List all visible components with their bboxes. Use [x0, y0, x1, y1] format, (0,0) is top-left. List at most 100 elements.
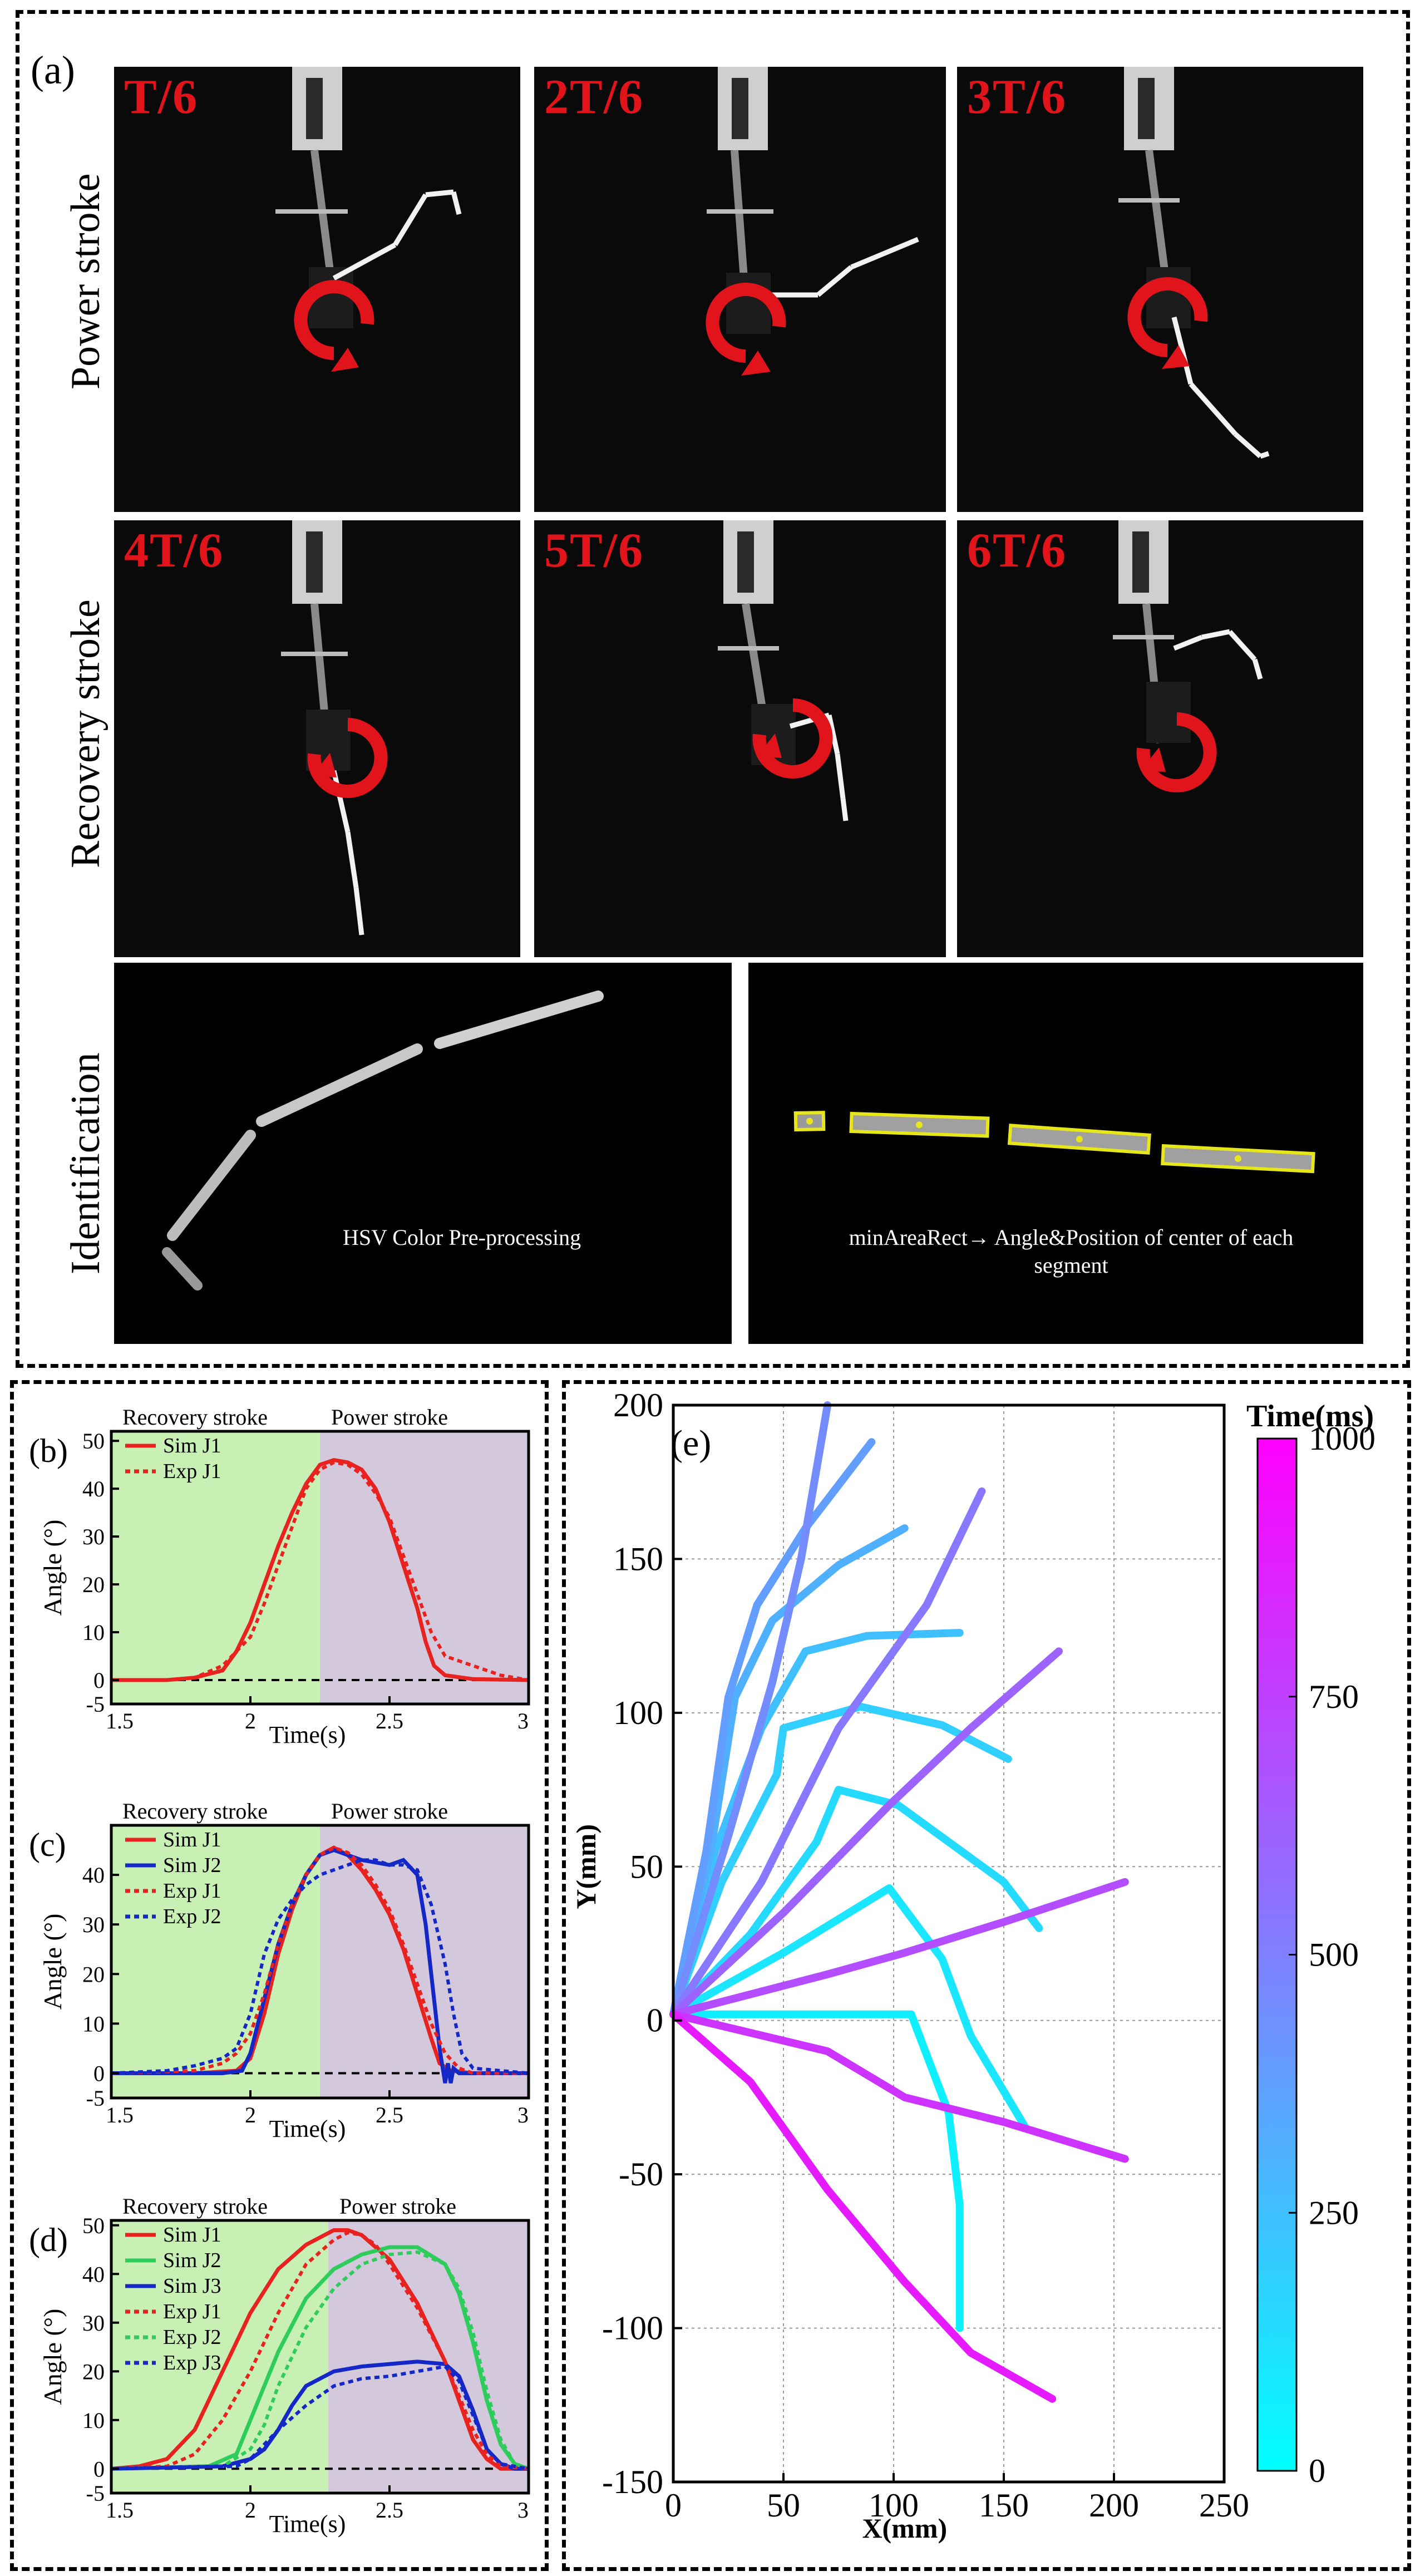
- series-line-exp-j3: [111, 2365, 529, 2471]
- series-line-exp-j2: [111, 1858, 529, 2075]
- x-tick-label: 3: [517, 1708, 529, 1733]
- chart-d-svg: Recovery stroke Power stroke (d) 1.5 2 2.5 3 -5…: [29, 2194, 530, 2538]
- plot-frame: [110, 1824, 530, 2100]
- frame-photo-5: 5T/6: [534, 520, 946, 957]
- frame-photo-5-drawing: [718, 520, 849, 821]
- colorbar-tick-label: 0: [1309, 2452, 1325, 2489]
- y-tick-label: 20: [82, 2359, 105, 2384]
- x-tick-label: 100: [869, 2487, 919, 2524]
- trajectory-line: [669, 1487, 986, 2018]
- y-axis-label: Angle (°): [38, 1520, 67, 1616]
- legend-label: Exp J2: [163, 2326, 221, 2349]
- x-tick-label: 1.5: [106, 2498, 134, 2523]
- legend-label: Sim J2: [163, 1854, 221, 1877]
- x-axis-label: Time(s): [269, 2115, 346, 2142]
- y-tick-label: 30: [82, 1524, 105, 1549]
- chart-b-svg: Recovery stroke Power stroke (b) 1.5 2 2.5 3 -5…: [29, 1405, 530, 1748]
- y-tick-label: 10: [82, 1620, 105, 1645]
- legend-label: Exp J3: [163, 2351, 221, 2375]
- y-axis-label: Y(mm): [570, 1824, 601, 1909]
- y-tick-label: 10: [82, 2011, 105, 2036]
- series-line-sim-j2: [111, 2245, 530, 2471]
- y-axis-label: Angle (°): [38, 2309, 67, 2405]
- series-line-exp-j2: [111, 2250, 529, 2471]
- chart-d: Recovery stroke Power stroke (d) 1.5 2 2.5 3 -5…: [22, 2170, 540, 2565]
- identification-minarearect-image: minAreaRect→ Angle&Position of center of…: [748, 963, 1363, 1344]
- plot-frame: [672, 1403, 1226, 2484]
- chart-e-svg: 0 50 100 150 200 250 -150 -100 -50 0 50 100 150 200 X(…: [570, 1387, 1375, 2544]
- x-tick-label: 2.5: [376, 2102, 403, 2127]
- colorbar-tick-label: 750: [1309, 1678, 1359, 1715]
- legend-label: Sim J1: [163, 1434, 221, 1457]
- zone-label-recovery: Recovery stroke: [122, 1405, 268, 1430]
- recovery-zone: [111, 1825, 320, 2098]
- y-tick-label: 40: [82, 2262, 105, 2287]
- frame-photo-4-drawing: [281, 520, 388, 935]
- x-tick-label: 1.5: [106, 1708, 134, 1733]
- y-tick-label: 50: [82, 2213, 105, 2238]
- legend-label: Exp J1: [163, 1879, 221, 1903]
- series-line-sim-j3: [111, 2360, 529, 2471]
- x-tick-label: 2: [245, 2498, 256, 2523]
- chart-b: Recovery stroke Power stroke (b) 1.5 2 2.5 3 -5…: [22, 1391, 540, 1775]
- y-tick-label: 50: [82, 1429, 105, 1454]
- minarearect-caption-line2: segment: [1034, 1253, 1108, 1278]
- colorbar-tick-label: 250: [1309, 2194, 1359, 2231]
- series-line-exp-j1: [111, 2230, 529, 2471]
- frame-label-4: 4T/6: [124, 524, 224, 578]
- y-tick-label: 30: [82, 2311, 105, 2336]
- frame-photo-3: 3T/6: [957, 67, 1363, 512]
- x-tick-label: 0: [665, 2487, 682, 2524]
- frame-photo-6-drawing: [1113, 520, 1263, 792]
- plot-background: [673, 1405, 1224, 2482]
- frame-label-6: 6T/6: [967, 524, 1067, 578]
- x-tick-label: 50: [767, 2487, 800, 2524]
- y-tick-label: 100: [613, 1695, 663, 1731]
- plot-frame: [110, 2219, 530, 2495]
- x-tick-label: 2.5: [376, 2498, 403, 2523]
- y-tick-label: 20: [82, 1962, 105, 1987]
- recovery-zone: [111, 1431, 320, 1704]
- panel-a-letter: (a): [31, 48, 75, 92]
- frame-photo-4: 4T/6: [114, 520, 520, 957]
- legend-label: Exp J1: [163, 1460, 221, 1483]
- frame-photo-2-drawing: [706, 67, 919, 376]
- x-axis-label: Time(s): [269, 2510, 346, 2538]
- chart-c-svg: Recovery stroke Power stroke (c) 1.5 2 2.5 3 -5…: [29, 1799, 530, 2142]
- panel-a-frame: [16, 10, 1410, 1368]
- trajectory-line: [669, 1401, 832, 2018]
- y-tick-label: 40: [82, 1863, 105, 1888]
- legend-label: Sim J1: [163, 2223, 221, 2247]
- hsv-caption: HSV Color Pre-processing: [342, 1225, 581, 1250]
- frame-label-1: T/6: [124, 70, 199, 124]
- frame-label-3: 3T/6: [967, 70, 1067, 124]
- y-tick-label: 0: [93, 2061, 105, 2086]
- legend-label: Sim J1: [163, 1828, 221, 1851]
- y-tick-label: -100: [602, 2310, 663, 2347]
- y-tick-label: 20: [82, 1572, 105, 1597]
- colorbar-tick-label: 500: [1309, 1937, 1359, 1973]
- y-tick-label: 0: [93, 1668, 105, 1693]
- hsv-segments-drawing: [162, 991, 604, 1291]
- trajectory-line: [669, 2010, 1057, 2403]
- zone-label-power: Power stroke: [331, 1405, 448, 1430]
- panel-bcd-frame: [10, 1380, 549, 2571]
- trajectory-line: [669, 1438, 876, 2018]
- colorbar-title: Time(ms): [1246, 1399, 1374, 1434]
- x-tick-label: 250: [1199, 2487, 1249, 2524]
- series-line-exp-j1: [111, 1460, 529, 1682]
- y-tick-label: -5: [86, 2086, 105, 2111]
- zone-label-recovery: Recovery stroke: [122, 1799, 268, 1824]
- x-tick-label: 3: [517, 2102, 529, 2127]
- row-label-power-stroke: Power stroke: [63, 173, 109, 390]
- power-zone: [320, 1825, 529, 2098]
- minarearect-caption-line1: minAreaRect→ Angle&Position of center of…: [849, 1225, 1294, 1250]
- x-axis-label: X(mm): [862, 2513, 947, 2544]
- frame-photo-1: T/6: [114, 67, 520, 512]
- minarearect-drawing: [793, 1111, 1315, 1174]
- x-tick-label: 150: [979, 2487, 1029, 2524]
- trajectory-line: [669, 2010, 964, 2332]
- row-label-identification: Identification: [63, 1052, 109, 1274]
- frame-photo-6: 6T/6: [957, 520, 1363, 957]
- y-tick-label: -5: [86, 2481, 105, 2506]
